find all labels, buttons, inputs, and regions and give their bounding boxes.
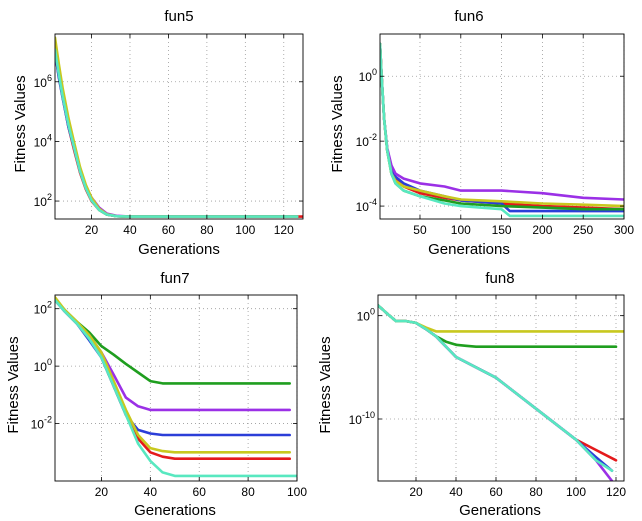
series-line-1	[380, 42, 624, 211]
y-tick-label: 10-2	[356, 132, 377, 149]
y-tick-label: 100	[357, 307, 375, 324]
x-tick-label: 100	[235, 223, 255, 237]
x-tick-label: 40	[449, 485, 463, 499]
x-tick-label: 80	[200, 223, 214, 237]
series-line-4	[55, 45, 299, 218]
plot-frame	[377, 294, 625, 482]
x-tick-label: 120	[274, 223, 294, 237]
chart-fun7: fun7 Generations Fitness Values 20 40 60 80…	[5, 270, 307, 519]
x-tick-label: 150	[492, 223, 512, 237]
y-tick-label: 100	[34, 357, 52, 374]
x-tick-label: 20	[95, 485, 109, 499]
chart-title: fun7	[160, 270, 189, 287]
chart-fun5: fun5 Generations Fitness Values 20 40 60 80…	[12, 8, 304, 258]
x-tick-label: 50	[413, 223, 427, 237]
series-line-6	[378, 304, 614, 472]
series-line-3	[378, 304, 618, 348]
x-tick-label: 40	[144, 485, 158, 499]
series-group	[380, 42, 624, 218]
series-group	[378, 304, 624, 481]
x-axis-label: Generations	[138, 241, 220, 258]
x-tick-label: 60	[193, 485, 207, 499]
x-tick-label: 300	[614, 223, 634, 237]
y-tick-label: 100	[359, 67, 377, 84]
x-tick-label: 100	[451, 223, 471, 237]
y-tick-label: 104	[34, 132, 52, 149]
y-tick-label: 10-4	[356, 197, 377, 214]
chart-title: fun8	[485, 270, 514, 287]
series-line-5	[55, 36, 299, 218]
x-axis-label: Generations	[134, 502, 216, 519]
chart-title: fun5	[164, 8, 193, 25]
y-axis-label: Fitness Values	[12, 75, 29, 172]
x-tick-label: 100	[287, 485, 307, 499]
x-tick-label: 250	[573, 223, 593, 237]
plot-frame	[54, 294, 298, 482]
grid	[55, 34, 303, 219]
plot-frame	[54, 33, 304, 220]
x-tick-label: 80	[529, 485, 543, 499]
series-line-2	[380, 42, 624, 213]
grid	[378, 295, 624, 481]
y-tick-label: 102	[34, 192, 52, 209]
series-line-6	[55, 298, 297, 478]
series-group	[55, 36, 303, 218]
x-tick-label: 60	[162, 223, 176, 237]
series-line-2	[55, 298, 291, 437]
chart-title: fun6	[454, 8, 483, 25]
series-line-4	[380, 42, 624, 201]
y-axis-label: Fitness Values	[329, 75, 346, 172]
y-tick-label: 102	[34, 300, 52, 317]
y-axis-label: Fitness Values	[5, 336, 22, 433]
x-tick-label: 200	[532, 223, 552, 237]
chart-fun6: fun6 Generations Fitness Values 50 100 150…	[329, 8, 634, 258]
series-line-6	[380, 42, 624, 218]
x-axis-label: Generations	[428, 241, 510, 258]
x-tick-label: 20	[85, 223, 99, 237]
series-line-1	[55, 50, 303, 218]
y-tick-label: 10-2	[31, 415, 52, 432]
series-line-4	[55, 298, 291, 412]
x-tick-label: 80	[241, 485, 255, 499]
plot-frame	[379, 33, 625, 220]
x-tick-label: 120	[606, 485, 626, 499]
chart-fun8: fun8 Generations Fitness Values 20 40 60 80…	[317, 270, 626, 519]
series-line-5	[55, 296, 291, 454]
x-tick-label: 60	[489, 485, 503, 499]
x-axis-label: Generations	[459, 502, 541, 519]
x-tick-label: 20	[409, 485, 423, 499]
series-line-3	[380, 42, 624, 211]
x-tick-label: 100	[566, 485, 586, 499]
series-group	[55, 296, 297, 478]
series-line-1	[378, 304, 618, 462]
y-axis-label: Fitness Values	[317, 336, 334, 433]
x-tick-label: 40	[123, 223, 137, 237]
y-tick-label: 10-10	[349, 410, 375, 427]
series-line-5	[378, 304, 624, 333]
y-tick-label: 106	[34, 73, 52, 90]
